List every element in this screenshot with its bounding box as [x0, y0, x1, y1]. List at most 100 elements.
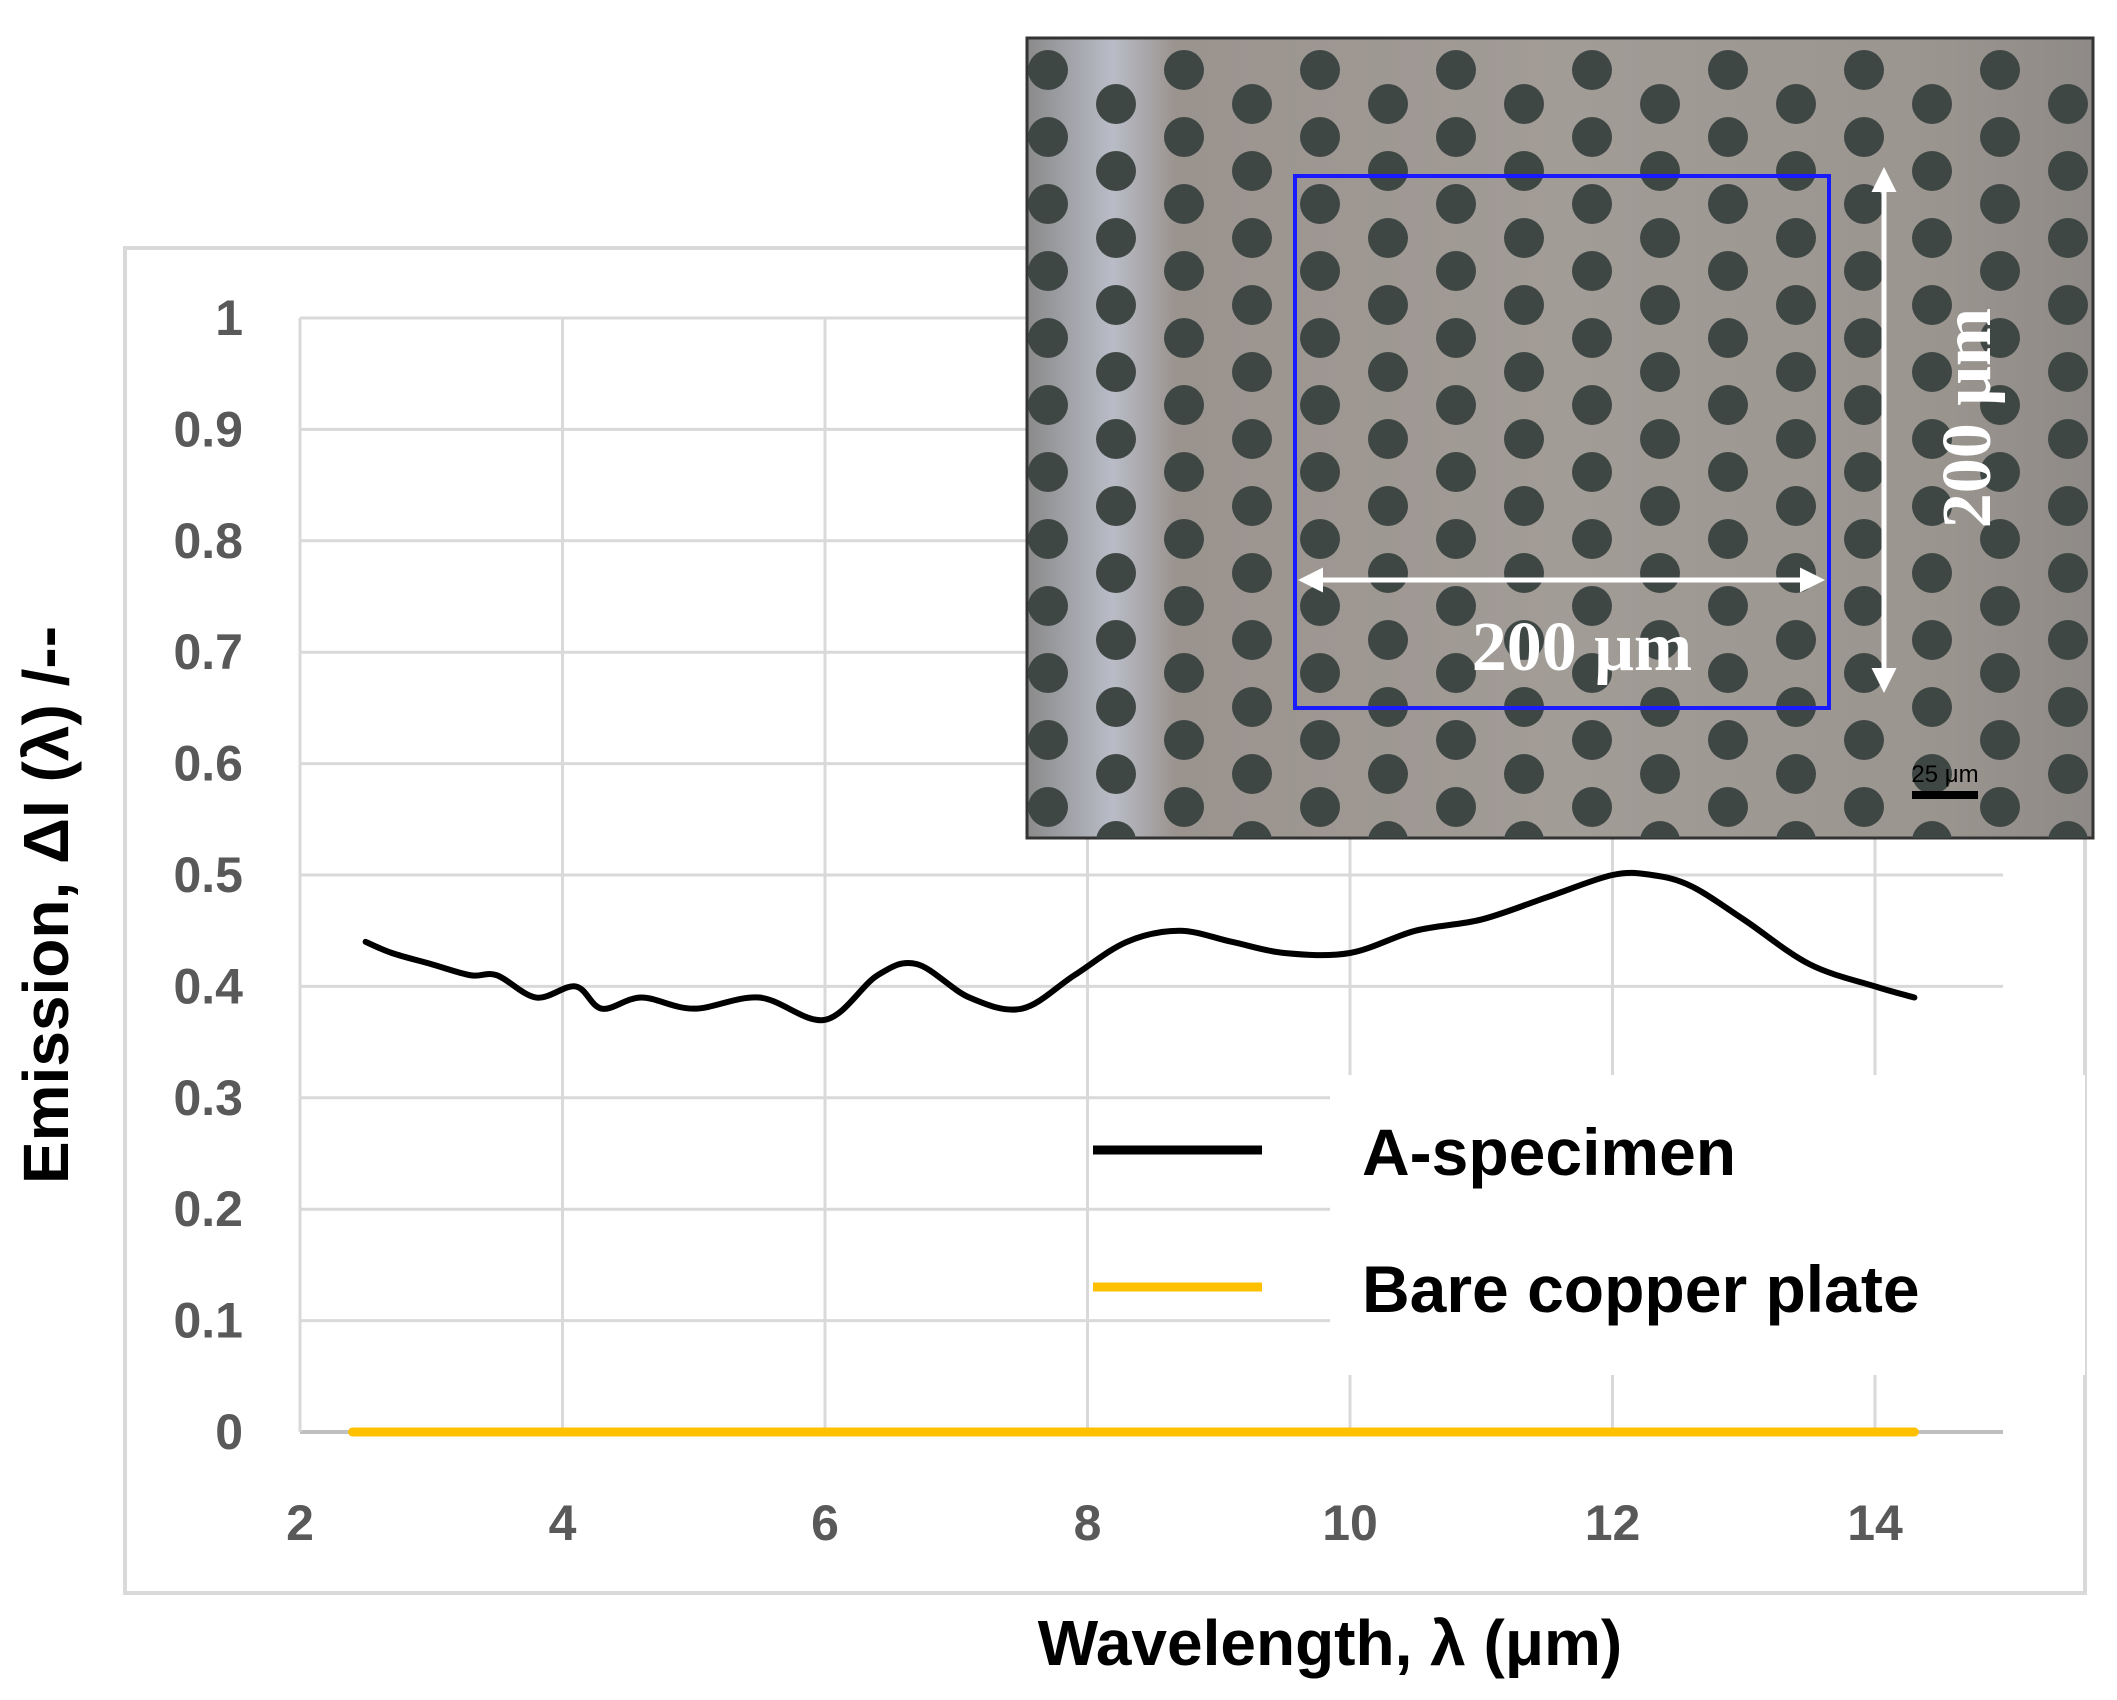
inset-pillar — [1164, 251, 1204, 291]
x-tick-labels: 2 4 6 8 10 12 14 — [286, 1495, 1903, 1551]
inset-pillar — [1980, 653, 2020, 693]
inset-pillar — [2048, 285, 2088, 325]
inset-pillar — [1572, 385, 1612, 425]
inset-pillar — [2048, 687, 2088, 727]
inset-pillar — [1300, 586, 1340, 626]
inset-pillar — [1232, 620, 1272, 660]
inset-pillar — [1232, 285, 1272, 325]
inset-pillar — [2048, 419, 2088, 459]
inset-pillar — [1844, 720, 1884, 760]
inset-pillar — [1368, 553, 1408, 593]
inset-pillar — [1164, 117, 1204, 157]
inset-pillar — [1776, 218, 1816, 258]
inset-pillar — [1096, 754, 1136, 794]
inset-pillar — [1844, 787, 1884, 827]
y-tick-label: 0.1 — [173, 1293, 243, 1349]
vertical-dimension-label: 200 μm — [1929, 308, 2006, 529]
inset-pillar — [1028, 50, 1068, 90]
inset-pillar — [1028, 251, 1068, 291]
inset-pillar — [1912, 687, 1952, 727]
x-tick-label: 14 — [1847, 1495, 1903, 1551]
inset-pillar — [1028, 385, 1068, 425]
y-tick-label: 0.5 — [173, 847, 243, 903]
inset-pillar — [2048, 821, 2088, 838]
y-tick-label: 0.7 — [173, 624, 243, 680]
inset-pillar — [1708, 251, 1748, 291]
inset-pillar — [1300, 653, 1340, 693]
inset-pillar — [1232, 486, 1272, 526]
inset-pillar — [1096, 285, 1136, 325]
inset-pillar — [1436, 720, 1476, 760]
inset-pillar — [1572, 117, 1612, 157]
x-tick-label: 2 — [286, 1495, 314, 1551]
inset-pillar — [1708, 720, 1748, 760]
inset-pillar — [1572, 318, 1612, 358]
inset-pillar — [1096, 553, 1136, 593]
inset-pillar — [1436, 452, 1476, 492]
inset-pillar — [1776, 620, 1816, 660]
inset-pillar — [1912, 821, 1952, 838]
inset-pillar — [1300, 787, 1340, 827]
inset-pillar — [1436, 184, 1476, 224]
inset-pillar — [1912, 419, 1952, 459]
inset-pillar — [1708, 385, 1748, 425]
inset-pillar — [2048, 553, 2088, 593]
inset-pillar — [1708, 452, 1748, 492]
inset-pillar — [1504, 84, 1544, 124]
inset-pillar — [1028, 318, 1068, 358]
y-tick-label: 0.8 — [173, 513, 243, 569]
y-tick-label: 0.2 — [173, 1181, 243, 1237]
inset-pillar — [1368, 754, 1408, 794]
inset-pillar — [1096, 84, 1136, 124]
inset-pillar — [1572, 653, 1612, 693]
inset-pillar — [1436, 318, 1476, 358]
inset-pillar — [1368, 486, 1408, 526]
inset-pillar — [1504, 218, 1544, 258]
inset-pillar — [1232, 84, 1272, 124]
inset-pillar — [1572, 586, 1612, 626]
inset-pillar — [1096, 419, 1136, 459]
inset-pillar — [1708, 318, 1748, 358]
inset-pillar — [1708, 117, 1748, 157]
inset-pillar — [1164, 787, 1204, 827]
y-tick-label: 0.4 — [173, 958, 243, 1014]
inset-pillar — [1368, 620, 1408, 660]
inset-pillar — [1980, 452, 2020, 492]
inset-pillar — [2048, 486, 2088, 526]
inset-pillar — [1708, 50, 1748, 90]
inset-pillar — [1572, 50, 1612, 90]
inset-pillar — [1164, 519, 1204, 559]
inset-pillar — [1096, 687, 1136, 727]
inset-pillar — [1164, 50, 1204, 90]
inset-pillar — [1640, 821, 1680, 838]
inset-pillar — [1504, 821, 1544, 838]
x-tick-label: 12 — [1585, 1495, 1641, 1551]
inset-pillar — [1844, 586, 1884, 626]
inset-pillar — [1300, 385, 1340, 425]
inset-pillar — [1640, 151, 1680, 191]
inset-pillar — [1912, 84, 1952, 124]
inset-pillar — [1096, 821, 1136, 838]
inset-pillar — [1504, 486, 1544, 526]
inset-pillar — [1640, 553, 1680, 593]
inset-pillar — [1844, 452, 1884, 492]
inset-pillar — [1504, 620, 1544, 660]
inset-pillar — [1708, 519, 1748, 559]
inset-pillar — [1300, 184, 1340, 224]
inset-pillar — [1640, 84, 1680, 124]
legend-label-a-specimen: A-specimen — [1362, 1115, 1736, 1189]
inset-pillar — [1300, 251, 1340, 291]
scale-bar-label: 25 μm — [1911, 761, 1978, 788]
inset-pillar — [1640, 285, 1680, 325]
y-tick-label: 0 — [215, 1404, 243, 1460]
inset-pillar — [1776, 821, 1816, 838]
inset-pillar — [1640, 419, 1680, 459]
inset-pillar — [1436, 586, 1476, 626]
legend: A-specimen Bare copper plate — [1093, 1075, 2085, 1375]
inset-pillar — [2048, 151, 2088, 191]
inset-pillar — [1504, 419, 1544, 459]
inset-pillar — [1232, 218, 1272, 258]
y-tick-label: 1 — [215, 290, 243, 346]
inset-pillar — [1572, 519, 1612, 559]
inset-pillar — [1504, 285, 1544, 325]
